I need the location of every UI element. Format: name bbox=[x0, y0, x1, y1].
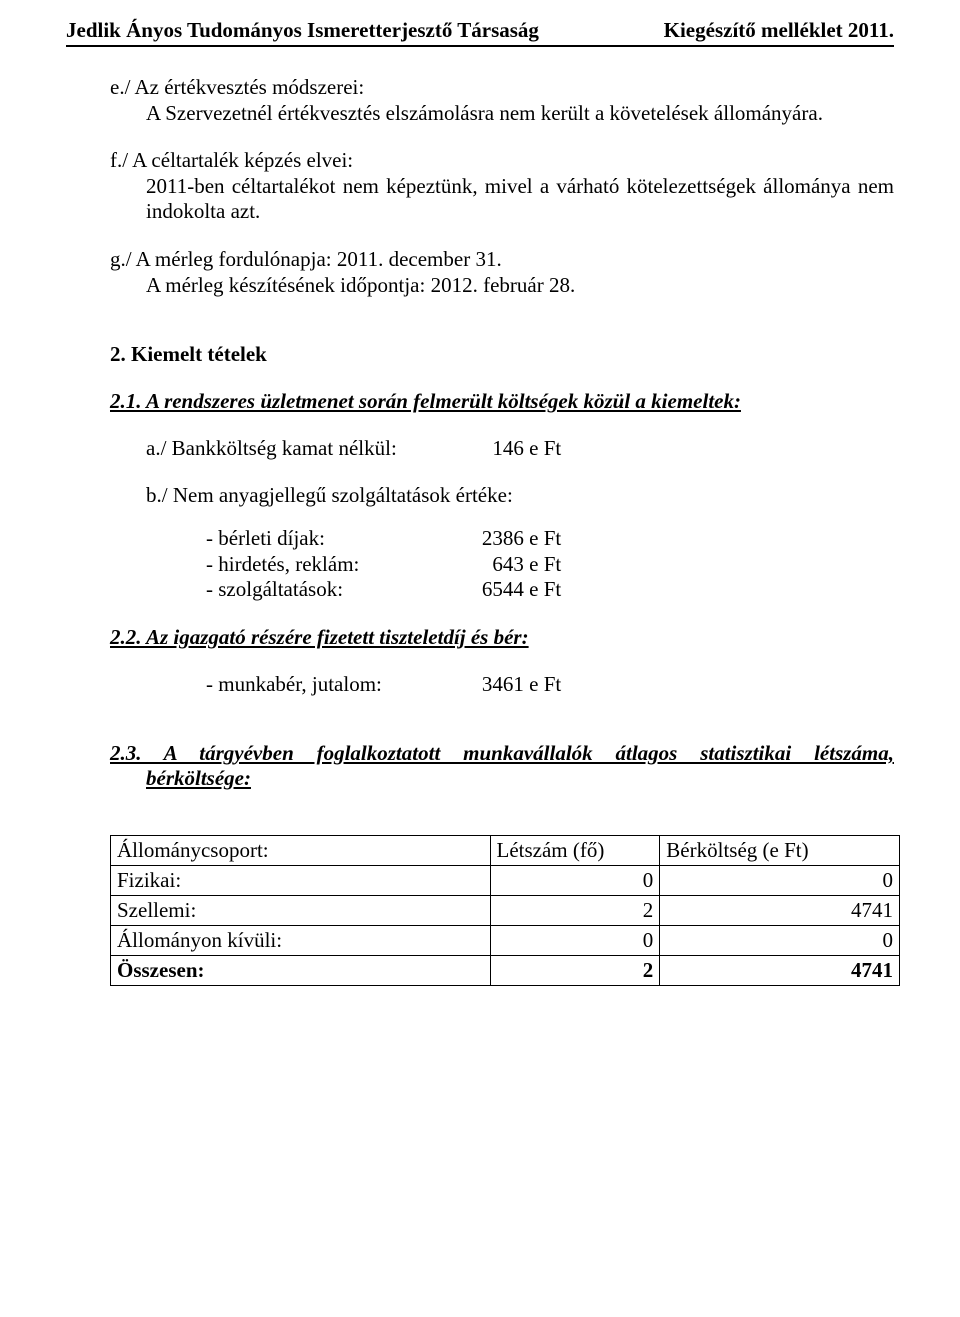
heading-2-3: 2.3. A tárgyévben foglalkoztatott munkav… bbox=[110, 741, 894, 791]
table-cell: Állományon kívüli: bbox=[111, 926, 491, 956]
table-cell: 4741 bbox=[660, 956, 900, 986]
item-a: a./ Bankköltség kamat nélkül: 146 e Ft bbox=[146, 436, 894, 461]
list-item-value: 643 e Ft bbox=[451, 552, 561, 578]
heading-2-3-line1: 2.3. A tárgyévben foglalkoztatott munkav… bbox=[110, 741, 894, 765]
header-right: Kiegészítő melléklet 2011. bbox=[664, 18, 894, 43]
section-e-lead: e./ Az értékvesztés módszerei: bbox=[110, 75, 364, 99]
table-cell: 0 bbox=[490, 926, 660, 956]
munkaber-row: - munkabér, jutalom: 3461 e Ft bbox=[206, 672, 894, 697]
heading-2-3-line2: bérköltsége: bbox=[146, 766, 251, 791]
item-a-value: 146 e Ft bbox=[451, 436, 561, 461]
table-cell: 4741 bbox=[660, 896, 900, 926]
heading-2-1: 2.1. A rendszeres üzletmenet során felme… bbox=[110, 389, 894, 414]
section-g: g./ A mérleg fordulónapja: 2011. decembe… bbox=[110, 247, 894, 298]
list-item-value: 6544 e Ft bbox=[451, 577, 561, 603]
section-e-body: A Szervezetnél értékvesztés elszámolásra… bbox=[146, 101, 894, 127]
section-e: e./ Az értékvesztés módszerei: A Szervez… bbox=[110, 75, 894, 126]
section-g-line2: A mérleg készítésének időpontja: 2012. f… bbox=[146, 273, 575, 299]
item-a-label: a./ Bankköltség kamat nélkül: bbox=[146, 436, 446, 461]
list-item: - hirdetés, reklám: 643 e Ft bbox=[206, 552, 894, 578]
munkaber-label: - munkabér, jutalom: bbox=[206, 672, 446, 697]
table-row: Fizikai: 0 0 bbox=[111, 866, 900, 896]
table-row: Állományon kívüli: 0 0 bbox=[111, 926, 900, 956]
staff-table: Állománycsoport: Létszám (fő) Bérköltség… bbox=[110, 835, 900, 986]
table-cell: 0 bbox=[660, 926, 900, 956]
table-cell: Összesen: bbox=[111, 956, 491, 986]
section-f-lead: f./ A céltartalék képzés elvei: bbox=[110, 148, 353, 172]
table-cell: Szellemi: bbox=[111, 896, 491, 926]
page-header: Jedlik Ányos Tudományos Ismeretterjesztő… bbox=[66, 18, 894, 47]
list-item: - szolgáltatások: 6544 e Ft bbox=[206, 577, 894, 603]
table-row: Szellemi: 2 4741 bbox=[111, 896, 900, 926]
list-item-label: - bérleti díjak: bbox=[206, 526, 446, 552]
table-cell: Fizikai: bbox=[111, 866, 491, 896]
table-cell: 2 bbox=[490, 956, 660, 986]
section-f: f./ A céltartalék képzés elvei: 2011-ben… bbox=[110, 148, 894, 225]
table-row: Állománycsoport: Létszám (fő) Bérköltség… bbox=[111, 836, 900, 866]
table-row-total: Összesen: 2 4741 bbox=[111, 956, 900, 986]
table-cell: 0 bbox=[490, 866, 660, 896]
table-header-cell: Állománycsoport: bbox=[111, 836, 491, 866]
list-item-label: - szolgáltatások: bbox=[206, 577, 446, 603]
list-item-label: - hirdetés, reklám: bbox=[206, 552, 446, 578]
heading-2-2: 2.2. Az igazgató részére fizetett tiszte… bbox=[110, 625, 894, 650]
munkaber-value: 3461 e Ft bbox=[451, 672, 561, 697]
heading-2: 2. Kiemelt tételek bbox=[110, 342, 894, 367]
item-b-lead: b./ Nem anyagjellegű szolgáltatások érté… bbox=[146, 483, 894, 508]
section-g-line1: g./ A mérleg fordulónapja: 2011. decembe… bbox=[110, 247, 502, 271]
table-header-cell: Bérköltség (e Ft) bbox=[660, 836, 900, 866]
table-cell: 2 bbox=[490, 896, 660, 926]
list-item-value: 2386 e Ft bbox=[451, 526, 561, 552]
header-left: Jedlik Ányos Tudományos Ismeretterjesztő… bbox=[66, 18, 539, 43]
item-b-list: - bérleti díjak: 2386 e Ft - hirdetés, r… bbox=[206, 526, 894, 603]
table-header-cell: Létszám (fő) bbox=[490, 836, 660, 866]
section-f-body: 2011-ben céltartalékot nem képeztünk, mi… bbox=[146, 174, 894, 225]
list-item: - bérleti díjak: 2386 e Ft bbox=[206, 526, 894, 552]
page: Jedlik Ányos Tudományos Ismeretterjesztő… bbox=[0, 0, 960, 1317]
table-cell: 0 bbox=[660, 866, 900, 896]
